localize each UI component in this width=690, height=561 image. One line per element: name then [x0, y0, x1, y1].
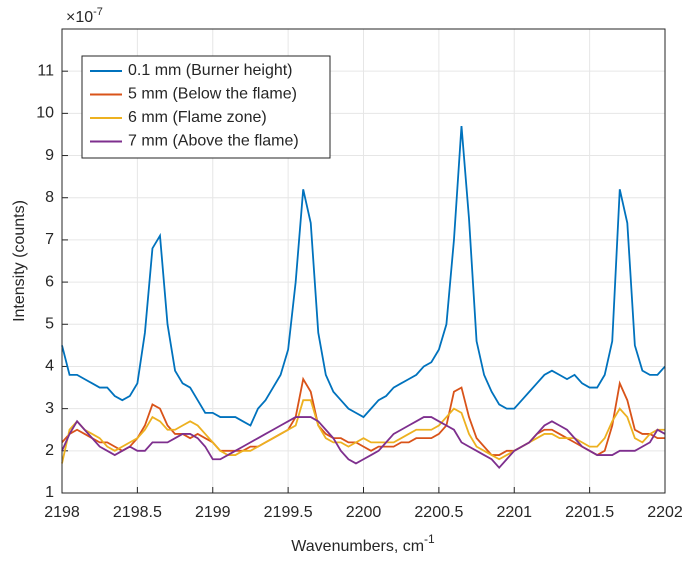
y-tick-label: 1 — [45, 484, 54, 501]
y-tick-label: 7 — [45, 231, 54, 248]
y-multiplier: ×10-7 — [66, 6, 103, 26]
x-tick-label: 2198.5 — [113, 504, 162, 521]
y-tick-label: 5 — [45, 315, 54, 332]
y-multiplier-exponent: -7 — [93, 6, 103, 18]
x-tick-label: 2201.5 — [565, 504, 614, 521]
y-multiplier-base: ×10 — [66, 9, 93, 26]
series-line — [61, 399, 665, 464]
y-tick-label: 8 — [45, 189, 54, 206]
x-axis-label: Wavenumbers, cm-1 — [291, 532, 435, 555]
legend-label: 5 mm (Below the flame) — [128, 86, 297, 103]
x-tick-label: 2200.5 — [414, 504, 463, 521]
y-tick-label: 9 — [45, 147, 54, 164]
series-line — [61, 125, 666, 427]
y-tick-label: 3 — [45, 400, 54, 417]
x-tick-label: 2200 — [346, 504, 382, 521]
x-axis-label-text: Wavenumbers, cm — [291, 538, 424, 555]
y-tick-label: 2 — [45, 442, 54, 459]
x-tick-label: 2201 — [496, 504, 532, 521]
series-line — [61, 376, 665, 457]
x-tick-label: 2198 — [44, 504, 80, 521]
x-axis-label-superscript: -1 — [424, 532, 435, 546]
y-tick-label: 10 — [36, 105, 54, 122]
y-axis-label: Intensity (counts) — [11, 200, 28, 322]
legend-label: 0.1 mm (Burner height) — [128, 62, 293, 79]
x-tick-label: 2202 — [647, 504, 683, 521]
x-tick-label: 2199.5 — [264, 504, 313, 521]
series-line — [61, 416, 666, 470]
plot-frame — [61, 28, 666, 494]
y-tick-label: 6 — [45, 273, 54, 290]
y-tick-label: 11 — [37, 62, 54, 79]
legend: 0.1 mm (Burner height) 5 mm (Below the fl… — [81, 55, 331, 159]
legend-box — [81, 55, 331, 159]
legend-label: 6 mm (Flame zone) — [128, 109, 267, 126]
x-tick-label: 2199 — [195, 504, 231, 521]
legend-label: 7 mm (Above the flame) — [128, 133, 299, 150]
y-tick-label: 4 — [45, 358, 54, 375]
